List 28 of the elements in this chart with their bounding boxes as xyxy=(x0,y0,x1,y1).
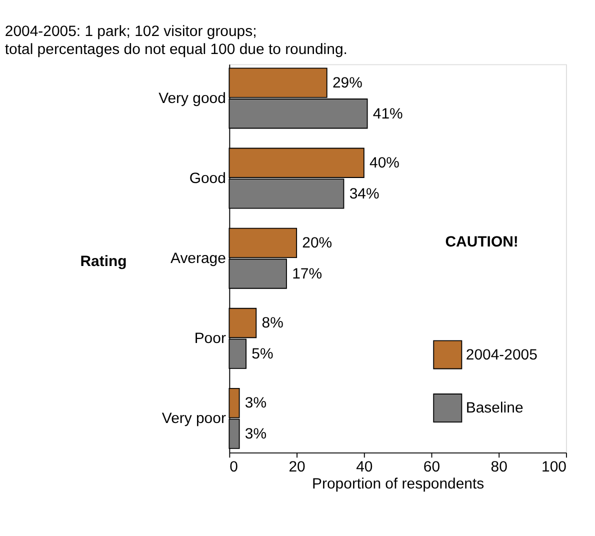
annotation: CAUTION! xyxy=(445,234,518,251)
legend-label: Baseline xyxy=(466,400,524,417)
y-axis-title: Rating xyxy=(80,252,127,270)
x-tick-label: 100 xyxy=(542,458,566,476)
x-tick-label: 80 xyxy=(490,458,508,476)
data-label: 17% xyxy=(292,265,322,282)
data-label: 29% xyxy=(332,74,362,92)
x-axis-title: Proportion of respondents xyxy=(312,475,484,492)
data-label: 5% xyxy=(252,345,274,362)
x-tick-label: 20 xyxy=(288,458,306,476)
data-label: 41% xyxy=(372,105,403,122)
data-label: 20% xyxy=(302,234,332,252)
data-label: 8% xyxy=(262,314,284,332)
y-tick-label: Good xyxy=(189,170,226,187)
chart-subtitle: total percentages do not equal 100 due to rounding. xyxy=(4,40,348,58)
data-label: 40% xyxy=(370,154,400,172)
data-label: 34% xyxy=(349,185,380,202)
data-label: 3% xyxy=(244,394,267,412)
y-tick-label: Poor xyxy=(194,330,226,348)
y-tick-label: Very good xyxy=(158,90,226,107)
data-label: 3% xyxy=(244,426,267,443)
x-tick-label: 40 xyxy=(356,458,373,476)
y-tick-label: Very poor xyxy=(162,410,226,428)
y-tick-label: Average xyxy=(170,250,226,268)
x-tick-label: 0 xyxy=(230,458,238,476)
legend-label: 2004-2005 xyxy=(466,346,538,364)
chart-title: 2004-2005: 1 park; 102 visitor groups; xyxy=(4,23,257,40)
x-tick-label: 60 xyxy=(423,458,440,476)
